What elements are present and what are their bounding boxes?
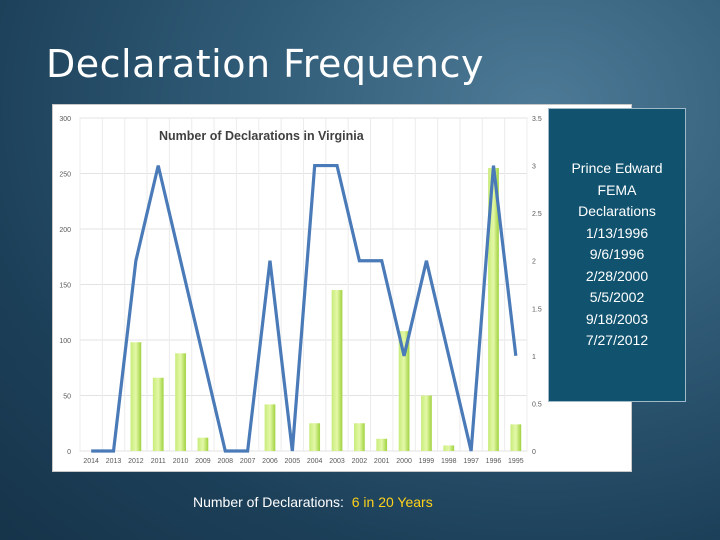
info-date: 9/18/2003 xyxy=(585,310,649,327)
left-tick-label: 200 xyxy=(59,227,71,234)
info-line: Declarations xyxy=(578,203,656,219)
x-tick-label: 1997 xyxy=(463,458,479,465)
bar xyxy=(376,438,388,451)
left-tick-label: 0 xyxy=(67,449,71,456)
bar xyxy=(197,437,209,451)
x-tick-label: 2014 xyxy=(83,458,99,465)
x-tick-label: 2002 xyxy=(352,458,368,465)
x-tick-label: 1998 xyxy=(441,458,457,465)
info-line: FEMA xyxy=(597,181,637,198)
line-series xyxy=(91,163,518,453)
left-tick-label: 300 xyxy=(59,116,71,123)
bar xyxy=(510,424,522,451)
x-tick-label: 2000 xyxy=(396,458,412,465)
right-tick-label: 1.5 xyxy=(532,306,542,313)
info-line: Prince Edward xyxy=(571,160,663,176)
x-tick-label: 2012 xyxy=(128,458,144,465)
left-tick-label: 150 xyxy=(59,283,71,290)
x-tick-label: 2005 xyxy=(285,458,301,465)
info-date: 1/13/1996 xyxy=(585,224,649,241)
footer-summary: Number of Declarations: 6 in 20 Years xyxy=(193,494,433,510)
right-tick-label: 3 xyxy=(532,164,536,171)
x-tick-label: 2004 xyxy=(307,458,323,465)
left-tick-label: 250 xyxy=(59,172,71,179)
x-tick-label: 2001 xyxy=(374,458,390,465)
bar xyxy=(488,167,499,451)
right-tick-label: 0 xyxy=(532,449,536,456)
x-tick-label: 2008 xyxy=(217,458,233,465)
x-tick-label: 2010 xyxy=(173,458,189,465)
prince-edward-info-box: Prince Edward FEMA Declarations 1/13/199… xyxy=(548,108,686,402)
info-date: 5/5/2002 xyxy=(589,289,645,305)
right-tick-label: 2 xyxy=(532,259,536,266)
x-tick-label: 2009 xyxy=(195,458,211,465)
bar xyxy=(421,395,432,451)
chart-title: Number of Declarations in Virginia xyxy=(159,129,365,143)
bar xyxy=(130,342,142,451)
footer-value: 6 in 20 Years xyxy=(351,494,433,510)
bar xyxy=(152,377,164,451)
x-tick-label: 2007 xyxy=(240,458,256,465)
bar xyxy=(309,423,321,451)
x-tick-label: 2011 xyxy=(151,458,166,465)
x-tick-label: 2003 xyxy=(329,458,345,465)
bar xyxy=(398,331,410,451)
bar xyxy=(354,423,365,451)
right-tick-label: 1 xyxy=(532,354,536,361)
right-tick-label: 2.5 xyxy=(532,211,542,218)
x-tick-label: 1999 xyxy=(419,458,435,465)
info-date: 9/6/1996 xyxy=(589,246,645,262)
x-tick-label: 2013 xyxy=(106,458,122,465)
footer-label: Number of Declarations: xyxy=(193,494,344,510)
x-tick-label: 1995 xyxy=(508,458,524,465)
bar xyxy=(331,290,343,451)
chart-panel: 0 50 100 150 200 250 300 0 0.5 1 1.5 2 2.5 3 3.5 2014 20… xyxy=(52,104,632,472)
declarations-chart: 0 50 100 150 200 250 300 0 0.5 1 1.5 2 2.5 3 3.5 2014 20… xyxy=(59,116,542,465)
right-tick-label: 3.5 xyxy=(532,116,542,123)
left-tick-label: 50 xyxy=(63,394,71,401)
info-date: 2/28/2000 xyxy=(585,267,649,284)
x-tick-label: 2006 xyxy=(262,458,278,465)
bar xyxy=(264,404,276,451)
info-date: 7/27/2012 xyxy=(585,332,649,348)
x-tick-label: 1996 xyxy=(486,458,502,465)
bar xyxy=(175,353,186,451)
right-tick-label: 0.5 xyxy=(532,401,542,408)
left-tick-label: 100 xyxy=(59,338,71,345)
bar xyxy=(443,445,455,451)
slide-title: Declaration Frequency xyxy=(46,42,484,86)
